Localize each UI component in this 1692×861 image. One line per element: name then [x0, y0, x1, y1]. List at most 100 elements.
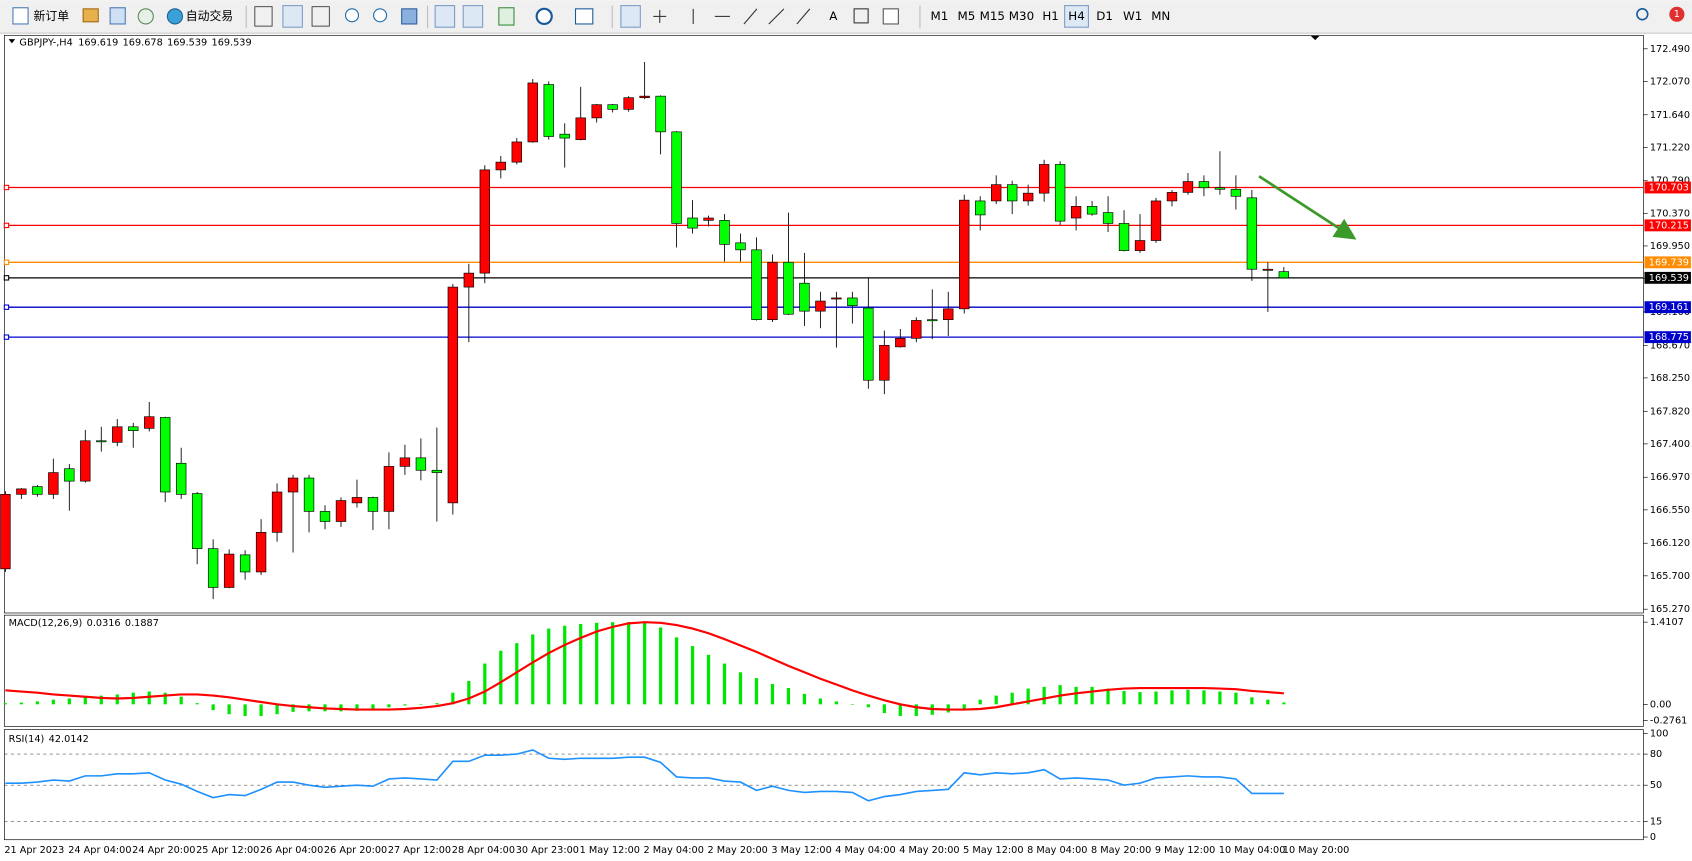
timeframe-label[interactable]: W1: [1123, 9, 1142, 23]
signal-line: [5, 621, 1284, 711]
macd-panel: [3, 614, 1644, 727]
candle-body: [767, 261, 778, 321]
templates[interactable]: [574, 8, 594, 25]
macd-bar: [211, 704, 215, 711]
fibonacci[interactable]: [796, 8, 811, 25]
candle-body: [991, 184, 1002, 202]
rsi-title: RSI(14): [9, 734, 45, 745]
cursor[interactable]: [620, 5, 641, 28]
macd-bar: [770, 683, 775, 705]
y-tick-label: 170.790: [1650, 176, 1690, 187]
macd-bar: [1074, 686, 1078, 705]
icon[interactable]: [109, 7, 126, 25]
candle-body: [1022, 192, 1034, 202]
x-tick-label: 2 May 20:00: [707, 845, 767, 856]
candle-body: [975, 200, 986, 216]
text-tool[interactable]: A: [829, 9, 838, 23]
y-tick-label: 172.490: [1650, 44, 1690, 55]
macd-bar: [227, 704, 231, 715]
y-tick-label: -0.2761: [1650, 715, 1687, 726]
auto-trading-button[interactable]: 自动交易: [166, 8, 233, 25]
indicators[interactable]: [498, 7, 515, 26]
candle-body: [1086, 206, 1098, 215]
macd-bar: [1122, 690, 1126, 705]
new-order-label[interactable]: 新订单: [33, 9, 69, 23]
timeframe-label[interactable]: M30: [1009, 9, 1034, 23]
search[interactable]: [1636, 8, 1649, 21]
arrows-tool[interactable]: [882, 8, 899, 25]
timeframe-label[interactable]: H1: [1042, 9, 1058, 23]
candle-body: [1182, 181, 1194, 193]
macd-bar: [1026, 688, 1030, 705]
x-tick-label: 21 Apr 2023: [4, 845, 64, 856]
ohlc-high: 169.678: [123, 37, 163, 48]
macd-bar: [1218, 691, 1222, 705]
candle-body: [176, 462, 187, 495]
level-label: 169.539: [1649, 273, 1689, 284]
timeframe-label[interactable]: M5: [958, 9, 976, 23]
timeframe-label[interactable]: H4: [1068, 9, 1084, 23]
icon[interactable]: [434, 5, 456, 28]
macd-bar: [1266, 699, 1270, 705]
zoom-out[interactable]: [373, 8, 388, 23]
y-tick-label: 171.640: [1650, 110, 1690, 121]
candle-body: [655, 95, 666, 133]
icon[interactable]: [82, 8, 99, 23]
shift-marker: [1310, 35, 1320, 41]
tile-windows[interactable]: [401, 8, 418, 25]
candle-body: [463, 272, 475, 288]
icon[interactable]: [462, 5, 484, 28]
macd-bar: [898, 704, 902, 716]
periods[interactable]: [535, 7, 553, 26]
candle-body: [927, 319, 938, 322]
timeframe-bar: M1 M5 M15 M30 H1 H4 D1 W1 MN: [931, 5, 1170, 28]
macd-bar: [1202, 690, 1206, 705]
zoom-in[interactable]: [344, 8, 360, 23]
macd-bar: [690, 646, 695, 705]
label-tool[interactable]: [853, 8, 869, 24]
notification-badge[interactable]: [1669, 6, 1685, 22]
x-tick-label: 10 May 04:00: [1219, 845, 1286, 856]
macd-bar: [195, 703, 199, 705]
timeframe-label[interactable]: MN: [1151, 9, 1170, 23]
new-order-button[interactable]: 新订单: [12, 7, 69, 25]
x-tick-label: 4 May 20:00: [899, 845, 959, 856]
icon[interactable]: [311, 6, 330, 27]
macd-bar: [611, 622, 615, 705]
y-tick-label: 167.820: [1650, 406, 1690, 417]
macd-bar: [483, 663, 487, 705]
channel[interactable]: [768, 8, 785, 25]
menu-triangle: [8, 39, 16, 44]
price-panel: [3, 34, 1644, 614]
trendline[interactable]: [743, 8, 758, 25]
timeframe-button[interactable]: [1064, 5, 1089, 28]
candle-body: [287, 477, 299, 493]
level-handle: [3, 184, 10, 191]
candle-body: [735, 242, 746, 251]
candle-body: [607, 104, 618, 110]
rsi-line: [5, 749, 1284, 802]
macd-bar: [1138, 692, 1142, 705]
candle-body: [479, 169, 490, 274]
candle-body: [1278, 271, 1290, 279]
icon[interactable]: [282, 5, 303, 28]
auto-trading-label[interactable]: 自动交易: [186, 9, 233, 23]
macd-bar: [563, 625, 567, 705]
candle-body: [112, 426, 123, 443]
icon[interactable]: [137, 8, 154, 25]
x-tick-label: 8 May 04:00: [1027, 845, 1087, 856]
timeframe-label[interactable]: D1: [1096, 9, 1113, 23]
candle-body: [271, 491, 283, 533]
candle-body: [303, 477, 315, 512]
icon[interactable]: [254, 6, 273, 27]
y-tick-label: 168.670: [1650, 340, 1690, 351]
x-tick-label: 30 Apr 23:00: [516, 845, 579, 856]
timeframe-label[interactable]: M15: [980, 9, 1005, 23]
candle-body: [495, 161, 506, 171]
timeframe-label[interactable]: M1: [931, 9, 949, 23]
macd-header: MACD(12,26,9) 0.0316 0.1887: [9, 618, 159, 629]
candle-body: [1070, 206, 1082, 219]
notification-count[interactable]: 1: [1674, 9, 1680, 20]
level-handle: [3, 222, 10, 229]
